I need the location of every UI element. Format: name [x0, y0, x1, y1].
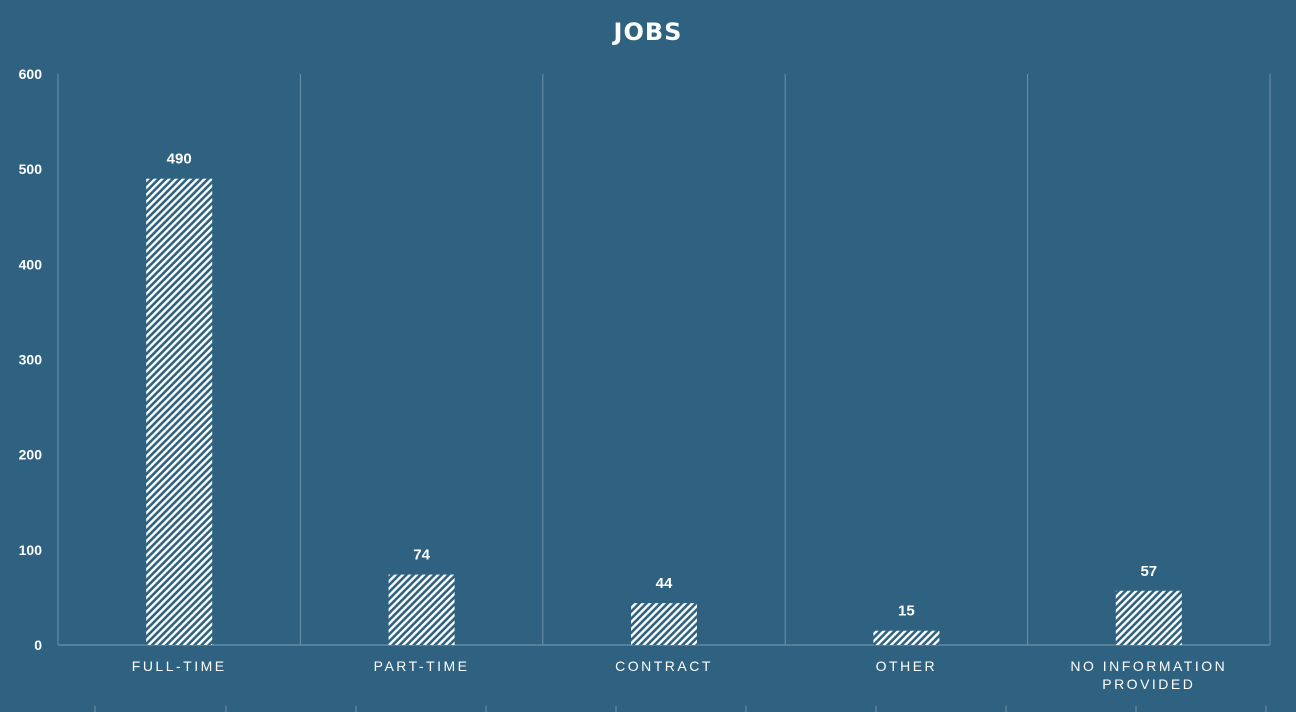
- bar-1: [388, 574, 455, 645]
- category-label-4-line-0: NO INFORMATION: [1070, 658, 1227, 674]
- data-label-1: 74: [413, 547, 430, 564]
- bars: [146, 178, 1182, 645]
- data-labels: 490 74 44 15 57: [167, 151, 1157, 620]
- bottom-ticks: [94, 706, 1267, 712]
- y-tick-label-400: 400: [19, 256, 43, 272]
- category-label-2: CONTRACT: [615, 658, 713, 674]
- y-axis-tick-labels: 0 100 200 300 400 500 600: [19, 66, 43, 653]
- y-tick-label-0: 0: [34, 637, 42, 653]
- category-label-3: OTHER: [876, 658, 938, 674]
- bar-2: [631, 603, 697, 645]
- bar-3: [873, 630, 940, 645]
- category-label-0: FULL-TIME: [132, 658, 227, 674]
- data-label-2: 44: [656, 575, 673, 592]
- category-labels: FULL-TIME PART-TIME CONTRACT OTHER NO INFORM…: [132, 658, 1227, 692]
- data-label-3: 15: [898, 603, 915, 620]
- category-label-1: PART-TIME: [374, 658, 470, 674]
- y-tick-label-500: 500: [19, 161, 43, 177]
- category-label-4-line-1: PROVIDED: [1102, 676, 1195, 692]
- grid-lines: [57, 74, 1271, 645]
- data-label-0: 490: [167, 151, 192, 168]
- y-tick-label-600: 600: [19, 66, 43, 82]
- chart-title: JOBS: [612, 18, 683, 46]
- bar-4: [1115, 590, 1182, 645]
- bar-0: [146, 178, 213, 645]
- y-tick-label-100: 100: [19, 542, 43, 558]
- y-tick-label-200: 200: [19, 447, 43, 463]
- data-label-4: 57: [1140, 563, 1157, 580]
- y-tick-label-300: 300: [19, 352, 43, 368]
